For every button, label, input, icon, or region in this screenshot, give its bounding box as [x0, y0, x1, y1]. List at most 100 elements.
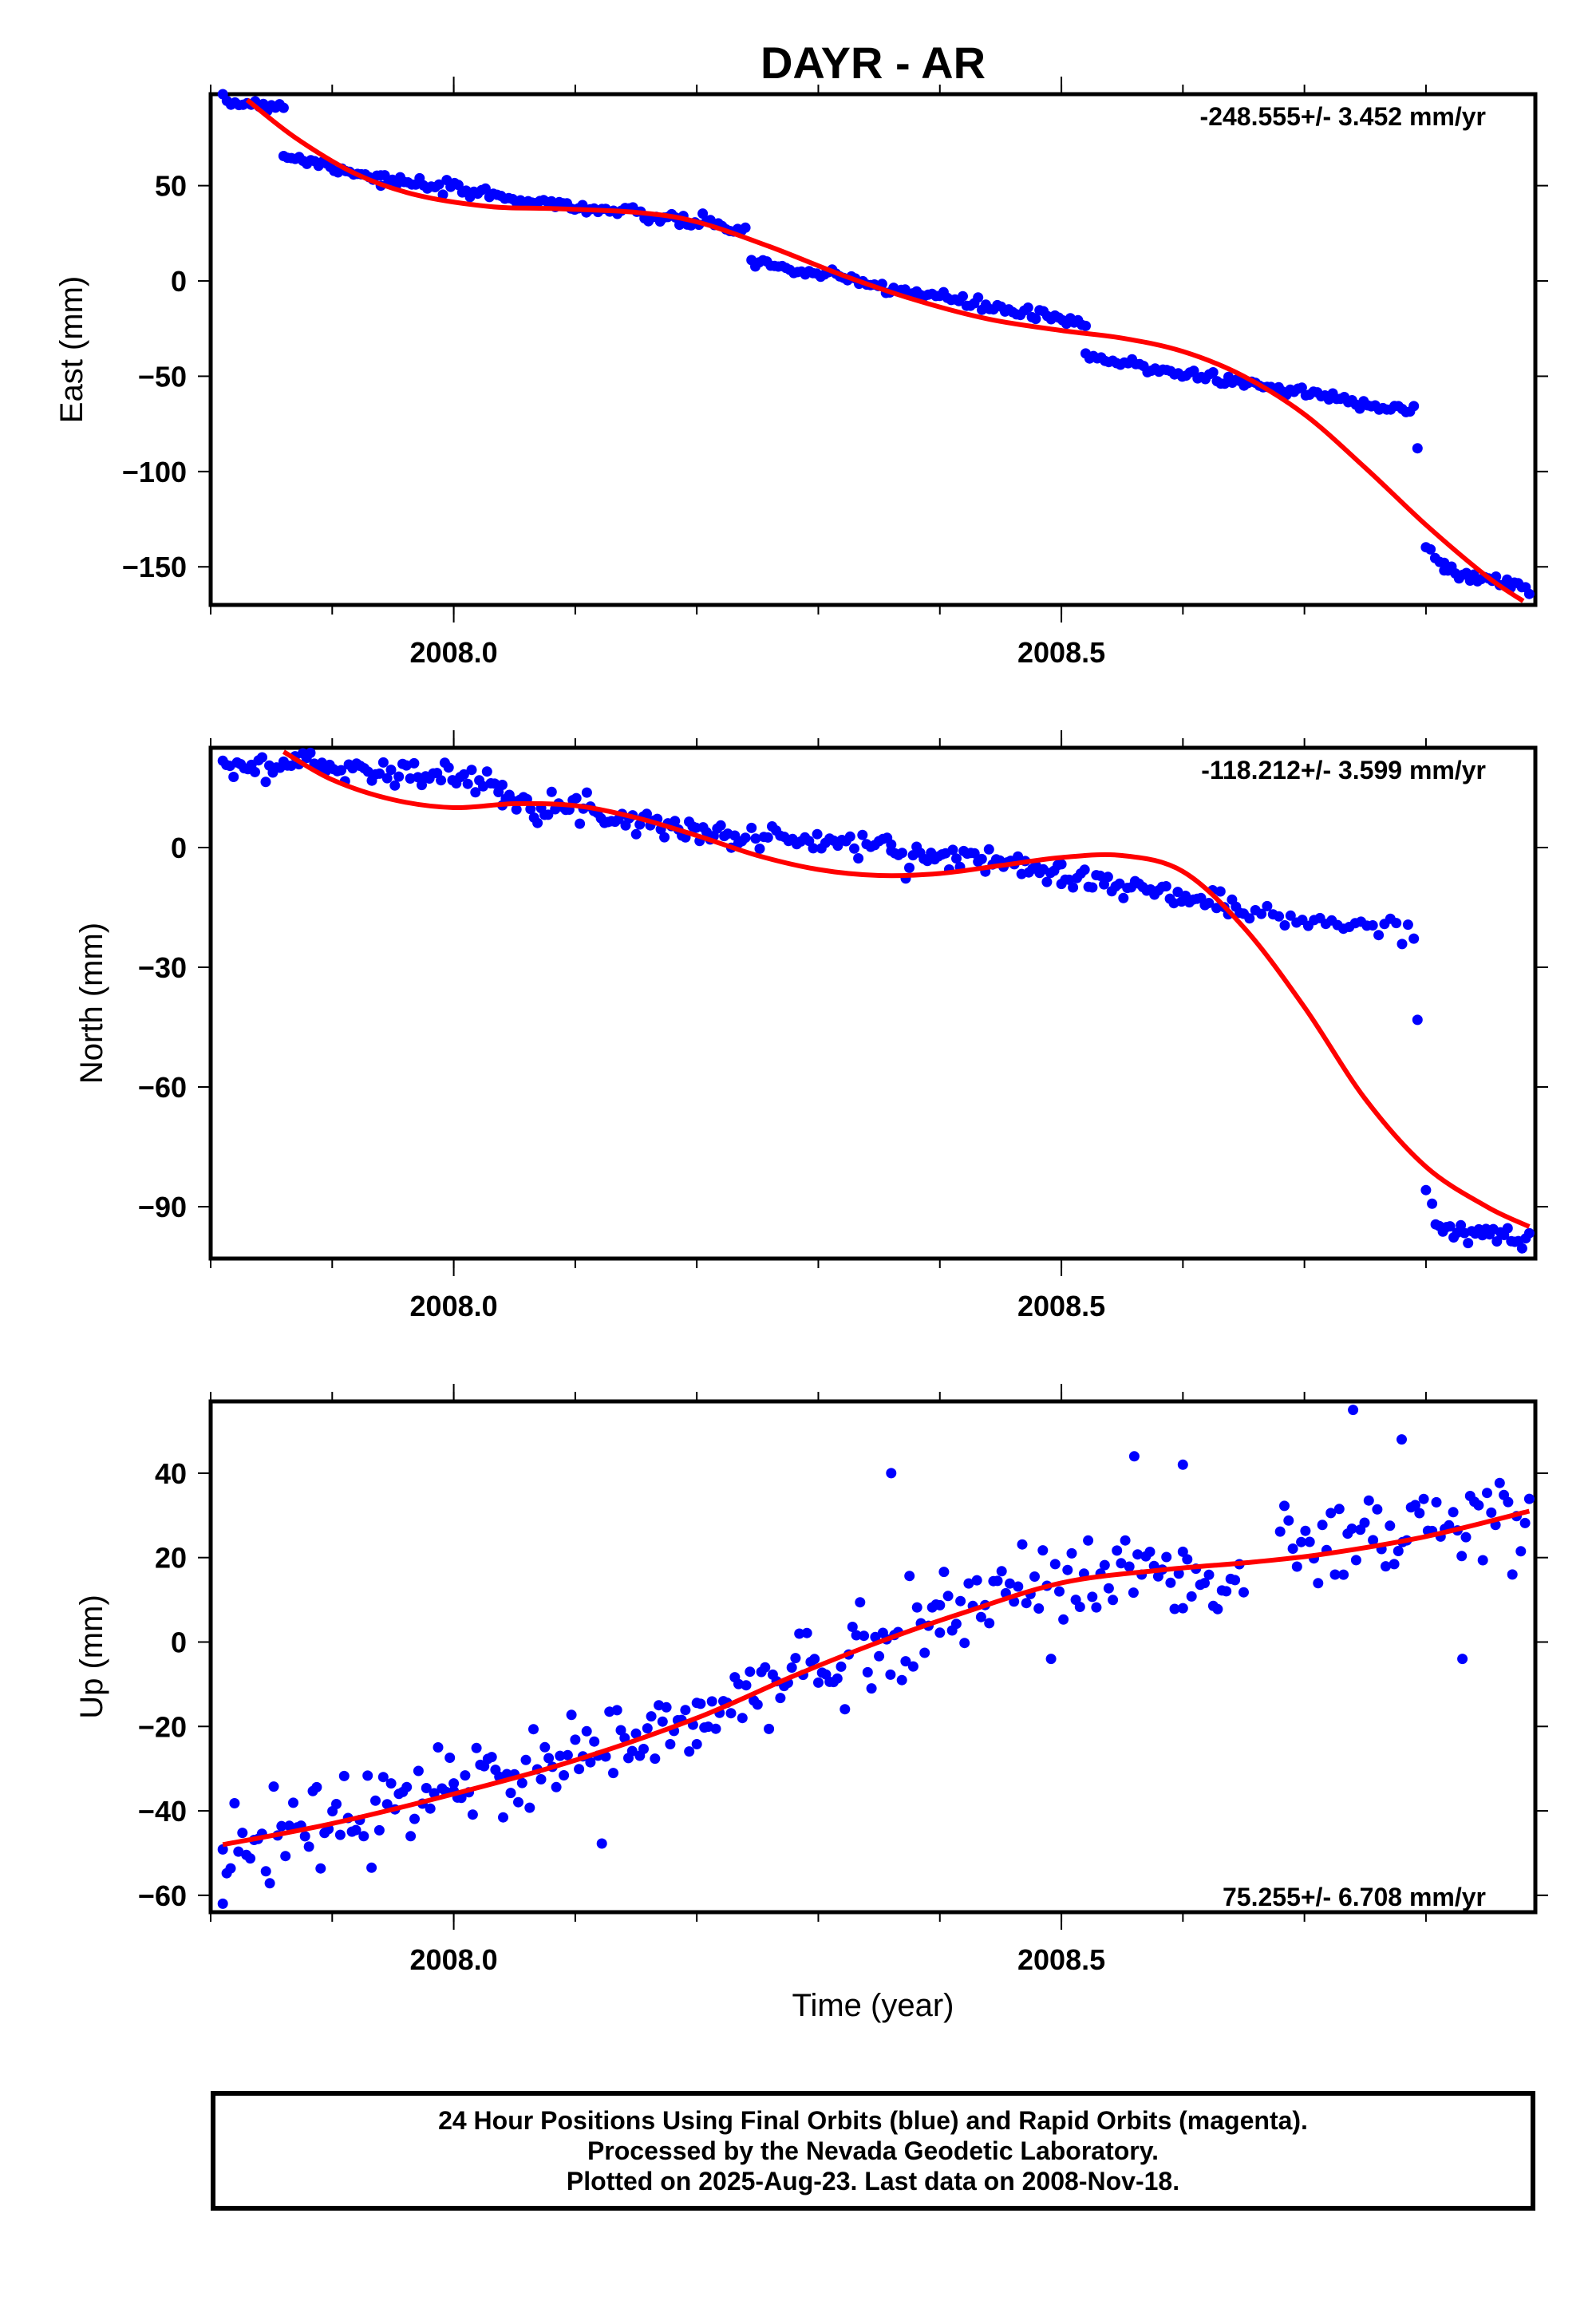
up-data-point — [1418, 1493, 1429, 1504]
up-data-point — [1482, 1488, 1492, 1499]
up-data-point — [684, 1746, 695, 1757]
up-data-point — [589, 1736, 600, 1747]
up-data-point — [764, 1723, 775, 1734]
up-data-point — [1083, 1535, 1094, 1546]
up-data-point — [555, 1750, 566, 1761]
east-rate-label: -248.555+/- 3.452 mm/yr — [1200, 102, 1486, 131]
up-data-point — [284, 1820, 295, 1832]
north-data-point — [808, 843, 819, 854]
north-data-point — [1274, 911, 1285, 922]
up-data-point — [1021, 1598, 1032, 1609]
east-axis-ticks: 2008.0 2008.5 50 0 −50 −100 −150 — [122, 77, 1548, 669]
north-data-point — [1215, 886, 1226, 897]
up-data-point — [574, 1764, 585, 1775]
up-data-point — [260, 1866, 271, 1877]
north-data-point — [1262, 900, 1273, 911]
east-data-point — [1408, 401, 1420, 412]
up-data-point — [585, 1757, 596, 1768]
north-data-point — [1172, 887, 1183, 898]
up-data-point — [280, 1851, 291, 1862]
east-data-points — [217, 89, 1535, 599]
north-data-point — [543, 809, 554, 820]
up-data-point — [237, 1828, 248, 1839]
up-data-point — [413, 1765, 424, 1777]
up-data-point — [665, 1739, 676, 1749]
east-data-point — [433, 179, 444, 190]
north-data-point — [1118, 892, 1129, 903]
up-data-point — [859, 1630, 870, 1642]
north-data-point — [1516, 1243, 1527, 1254]
up-data-point — [691, 1739, 702, 1749]
north-data-point — [1102, 871, 1113, 883]
east-data-point — [1207, 367, 1219, 377]
up-data-point — [288, 1797, 298, 1808]
up-data-point — [1182, 1554, 1193, 1565]
north-data-point — [1211, 903, 1222, 914]
up-data-point — [362, 1770, 373, 1781]
north-data-point — [581, 787, 592, 798]
up-data-point — [1124, 1561, 1135, 1572]
up-data-point — [832, 1673, 843, 1684]
up-data-point — [596, 1838, 607, 1849]
y-tick-label: 0 — [171, 1626, 187, 1658]
up-data-point — [1144, 1547, 1156, 1557]
east-data-point — [740, 222, 751, 233]
up-data-point — [331, 1799, 342, 1809]
y-tick-label: −100 — [122, 456, 187, 488]
up-data-point — [737, 1713, 748, 1724]
up-data-point — [1132, 1549, 1144, 1560]
up-data-point — [836, 1661, 847, 1672]
north-data-point — [1412, 1014, 1423, 1026]
north-data-point — [1402, 919, 1413, 931]
up-data-point — [809, 1654, 820, 1665]
up-data-point — [471, 1742, 482, 1753]
up-data-point — [1230, 1575, 1241, 1586]
up-data-point — [1477, 1555, 1488, 1566]
north-data-point — [436, 775, 447, 786]
up-data-point — [725, 1708, 737, 1719]
up-data-point — [315, 1863, 326, 1874]
up-data-point — [405, 1831, 417, 1842]
up-data-point — [752, 1699, 763, 1710]
up-data-point — [373, 1824, 385, 1836]
up-data-point — [299, 1831, 310, 1842]
east-data-point — [1022, 302, 1033, 313]
up-data-point — [919, 1647, 930, 1658]
up-data-point — [217, 1844, 228, 1855]
east-data-point — [973, 292, 984, 303]
up-data-point — [1274, 1526, 1286, 1537]
north-data-point — [1367, 920, 1378, 931]
north-data-point — [481, 766, 492, 777]
north-data-point — [969, 848, 980, 859]
north-data-point — [511, 804, 522, 815]
up-data-point — [971, 1575, 982, 1586]
up-data-point — [642, 1723, 653, 1734]
up-data-point — [900, 1656, 911, 1667]
up-data-point — [950, 1618, 962, 1630]
y-tick-label: −60 — [138, 1879, 187, 1912]
north-data-point — [904, 862, 915, 873]
up-data-point — [1333, 1504, 1345, 1515]
up-data-point — [1238, 1587, 1249, 1598]
up-data-point — [303, 1841, 314, 1852]
up-data-point — [1074, 1602, 1085, 1612]
up-data-point — [646, 1711, 657, 1722]
east-fit-curve — [245, 97, 1525, 603]
y-tick-label: −20 — [138, 1710, 187, 1743]
up-data-point — [1203, 1569, 1215, 1580]
north-data-point — [409, 757, 420, 769]
up-data-point — [1317, 1520, 1328, 1531]
north-data-point — [525, 804, 536, 815]
chart-title: DAYR - AR — [760, 38, 986, 88]
caption-line-2: Processed by the Nevada Geodetic Laborat… — [587, 2136, 1159, 2165]
east-data-point — [1296, 382, 1307, 393]
y-tick-label: −90 — [138, 1191, 187, 1223]
north-data-point — [250, 766, 260, 777]
x-tick-label: 2008.0 — [410, 636, 498, 669]
up-data-point — [638, 1744, 649, 1754]
up-data-point — [911, 1602, 922, 1613]
up-data-point — [741, 1680, 752, 1691]
north-data-point — [1373, 930, 1385, 941]
up-outlier-point — [1177, 1459, 1188, 1470]
up-data-point — [1444, 1520, 1455, 1531]
